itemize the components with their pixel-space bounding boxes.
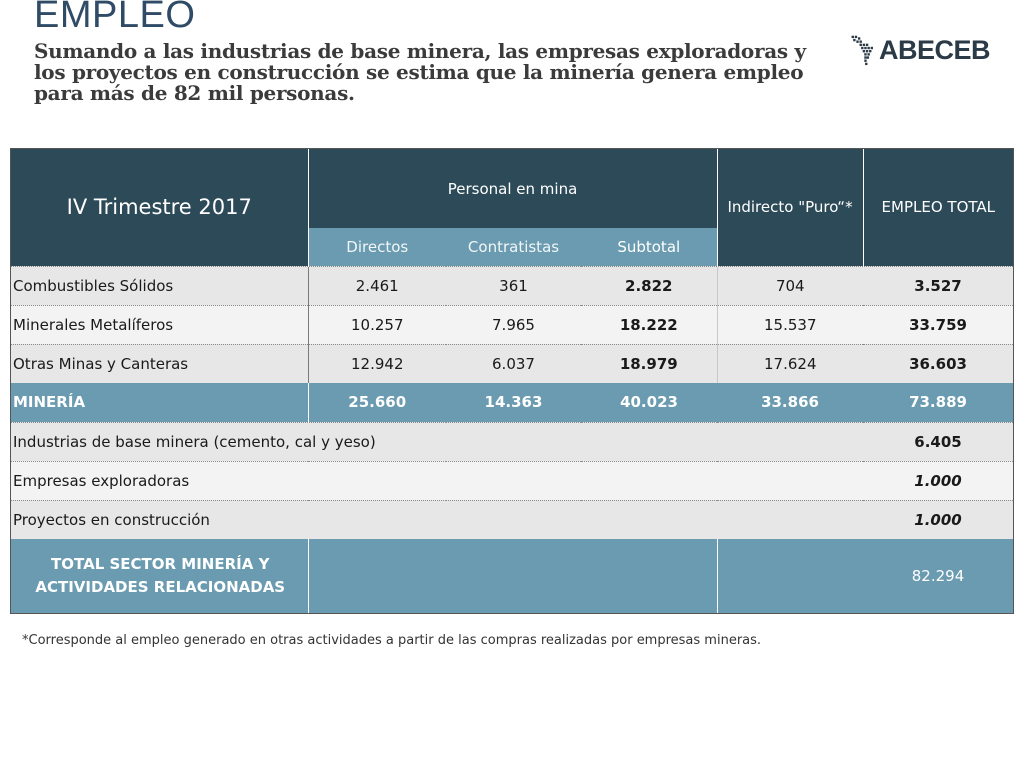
cell-indirecto: 15.537 [717,304,864,344]
cell-directos: 2.461 [308,265,446,305]
grand-total-empty [308,539,718,613]
table-row: Minerales Metalíferos 10.257 7.965 18.22… [11,304,1014,344]
cell-subtotal: 18.979 [581,343,718,383]
table-row: Proyectos en construcción 1.000 [11,499,1014,539]
contratistas-header: Contratistas [446,228,581,266]
cell-total: 1.000 [863,460,1014,500]
cell-subtotal: 2.822 [581,265,718,305]
table-row: Combustibles Sólidos 2.461 361 2.822 704… [11,265,1014,305]
subtotal-header: Subtotal [581,228,718,266]
mineria-directos: 25.660 [308,383,446,422]
table-row: Empresas exploradoras 1.000 [11,460,1014,500]
cell-total: 1.000 [863,499,1014,539]
cell-total: 36.603 [863,343,1014,383]
cell-directos: 10.257 [308,304,446,344]
row-label: Minerales Metalíferos [11,304,309,344]
cell-total: 6.405 [863,421,1014,461]
mineria-contratistas: 14.363 [446,383,581,422]
row-label: Combustibles Sólidos [11,265,309,305]
latin-america-map-icon [851,35,874,66]
mineria-indirecto: 33.866 [717,383,864,422]
row-label: Proyectos en construcción [11,499,864,539]
table-row: Industrias de base minera (cemento, cal … [11,421,1014,461]
cell-total: 3.527 [863,265,1014,305]
cell-contratistas: 361 [446,265,581,305]
grand-total-label: TOTAL SECTOR MINERÍA Y ACTIVIDADES RELAC… [11,539,309,613]
mineria-total: 73.889 [863,383,1014,422]
abeceb-logo: ABECEB [850,30,991,70]
total-header: EMPLEO TOTAL [863,149,1014,266]
period-header: IV Trimestre 2017 [11,149,309,266]
cell-indirecto: 17.624 [717,343,864,383]
mineria-subtotal: 40.023 [581,383,718,422]
cell-subtotal: 18.222 [581,304,718,344]
page-subtitle: Sumando a las industrias de base minera,… [34,39,806,105]
table-row: Otras Minas y Canteras 12.942 6.037 18.9… [11,343,1014,383]
row-label: Industrias de base minera (cemento, cal … [11,421,864,461]
indirect-header: Indirecto "Puro“* [717,149,864,266]
cell-indirecto: 704 [717,265,864,305]
row-label: Empresas exploradoras [11,460,864,500]
page-title: EMPLEO [34,0,196,36]
row-label: Otras Minas y Canteras [11,343,309,383]
employment-table: IV Trimestre 2017 Personal en mina Indir… [9,148,1015,614]
cell-contratistas: 6.037 [446,343,581,383]
cell-contratistas: 7.965 [446,304,581,344]
cell-total: 33.759 [863,304,1014,344]
personal-en-mina-header: Personal en mina [308,149,718,228]
directos-header: Directos [308,228,446,266]
cell-directos: 12.942 [308,343,446,383]
logo-text: ABECEB [878,34,991,65]
grand-total-value: 82.294 [863,539,1014,613]
mineria-label: MINERÍA [11,383,309,422]
footnote: *Corresponde al empleo generado en otras… [22,633,762,648]
grand-total-empty-2 [717,539,864,613]
grand-total-row: TOTAL SECTOR MINERÍA Y ACTIVIDADES RELAC… [11,539,1014,613]
mineria-row: MINERÍA 25.660 14.363 40.023 33.866 73.8… [11,383,1014,422]
